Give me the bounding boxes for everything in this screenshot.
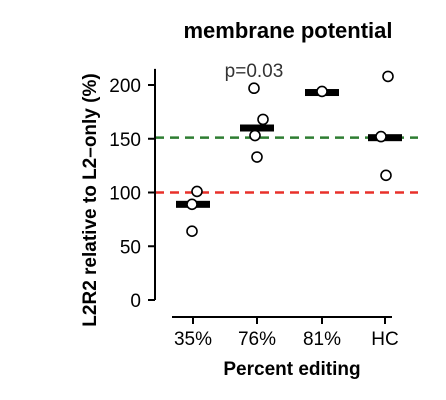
data-point — [375, 130, 387, 143]
data-point — [251, 151, 263, 163]
p-value-annotation: p=0.03 — [225, 61, 284, 82]
axes: 0 50 100 150 200 35% 76% 81% HC — [109, 68, 399, 350]
data-point — [382, 70, 394, 83]
data-point — [316, 85, 328, 98]
data-point — [248, 82, 260, 95]
reference-lines — [155, 136, 418, 194]
y-tick-label: 150 — [109, 130, 141, 151]
y-axis-title: L2R2 relative to L2–only (%) — [80, 73, 101, 326]
x-tick-label: 35% — [174, 329, 212, 350]
data-point — [186, 198, 198, 211]
data-point — [186, 225, 198, 237]
y-tick-label: 50 — [120, 237, 141, 258]
data-point — [249, 129, 261, 142]
data-point — [257, 113, 269, 126]
data-marks — [176, 70, 402, 237]
data-point — [380, 169, 392, 182]
data-point — [191, 185, 203, 198]
median-bar — [240, 124, 274, 132]
x-axis-title: Percent editing — [223, 359, 360, 380]
y-tick-label: 100 — [109, 184, 141, 205]
x-tick-label: 76% — [238, 329, 276, 350]
x-tick-label: HC — [371, 329, 398, 350]
y-tick-label: 200 — [109, 76, 141, 97]
x-tick-label: 81% — [303, 329, 341, 350]
y-tick-label: 0 — [130, 291, 141, 312]
chart-title: membrane potential — [183, 18, 392, 43]
